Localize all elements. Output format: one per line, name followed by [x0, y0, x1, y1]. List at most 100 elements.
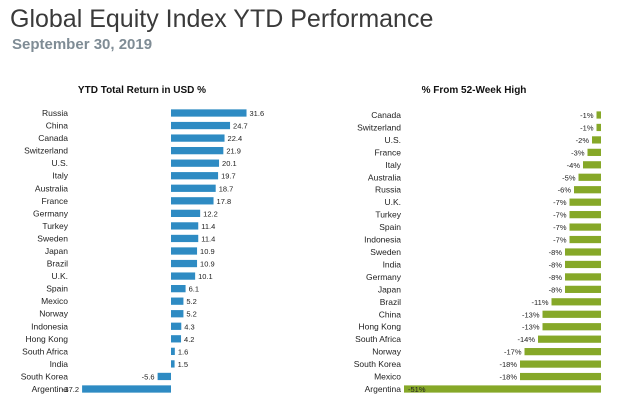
high-category-label: South Africa — [355, 334, 401, 344]
high-category-label: Canada — [371, 110, 401, 120]
ytd-bar — [171, 259, 198, 268]
high-bar — [538, 335, 601, 343]
ytd-category-label: Germany — [33, 208, 69, 218]
high-category-label: Sweden — [370, 247, 401, 257]
ytd-bar — [171, 272, 196, 280]
high-bar — [542, 323, 601, 331]
high-category-label: Switzerland — [357, 122, 401, 132]
high-bar — [578, 173, 601, 181]
page-subtitle: September 30, 2019 — [12, 36, 153, 53]
ytd-category-label: Italy — [52, 171, 68, 181]
high-value-label: -7% — [553, 236, 567, 245]
ytd-value-label: 21.9 — [226, 147, 241, 156]
ytd-category-label: Japan — [45, 246, 68, 256]
high-value-label: -13% — [522, 323, 540, 332]
high-chart-title: % From 52-Week High — [422, 85, 527, 96]
high-category-label: Hong Kong — [358, 322, 401, 332]
high-value-label: -1% — [580, 111, 594, 120]
ytd-value-label: 4.2 — [184, 335, 194, 344]
ytd-category-label: Australia — [35, 183, 68, 193]
high-category-label: France — [375, 147, 402, 157]
high-value-label: -8% — [549, 285, 563, 294]
high-value-label: -7% — [553, 198, 567, 207]
ytd-category-label: Argentina — [32, 384, 69, 394]
high-value-label: -4% — [567, 161, 581, 170]
high-value-label: -8% — [549, 273, 563, 282]
ytd-bar — [171, 222, 199, 230]
ytd-value-label: -5.6 — [142, 372, 155, 381]
ytd-bar — [171, 197, 214, 205]
ytd-bar — [171, 146, 224, 155]
high-bar — [565, 248, 601, 256]
high-category-label: Japan — [378, 284, 401, 294]
high-value-label: -51% — [408, 385, 426, 394]
high-bar — [569, 198, 601, 206]
ytd-category-label: Hong Kong — [25, 334, 68, 344]
ytd-bar — [171, 121, 231, 130]
ytd-bar — [171, 234, 199, 243]
high-bar — [565, 285, 601, 293]
ytd-bar — [171, 335, 182, 343]
high-category-label: Indonesia — [364, 235, 401, 245]
high-bar — [596, 123, 601, 132]
ytd-value-label: 31.6 — [250, 109, 265, 118]
ytd-bar — [157, 372, 171, 381]
ytd-value-label: 4.3 — [184, 322, 194, 331]
ytd-value-label: 10.9 — [200, 260, 215, 269]
ytd-category-label: Mexico — [41, 296, 68, 306]
ytd-bar — [82, 385, 171, 393]
ytd-bar — [171, 360, 175, 368]
high-bar — [569, 235, 601, 244]
ytd-category-label: South Korea — [21, 371, 69, 381]
ytd-bar — [171, 159, 220, 167]
high-value-label: -14% — [517, 335, 535, 344]
ytd-bar — [171, 247, 198, 255]
high-category-label: Brazil — [380, 297, 401, 307]
ytd-category-label: Brazil — [47, 259, 68, 269]
page-title: Global Equity Index YTD Performance — [10, 5, 434, 33]
ytd-value-label: -37.2 — [62, 385, 79, 394]
ytd-value-label: 10.1 — [198, 272, 213, 281]
high-category-label: U.S. — [384, 135, 401, 145]
ytd-category-label: Norway — [39, 309, 69, 319]
high-category-label: China — [379, 309, 401, 319]
high-bar — [520, 360, 601, 368]
ytd-bar — [171, 184, 216, 192]
high-bar — [569, 223, 601, 231]
high-value-label: -13% — [522, 310, 540, 319]
ytd-value-label: 5.2 — [186, 297, 196, 306]
ytd-value-label: 22.4 — [228, 134, 243, 143]
high-bar — [542, 310, 601, 318]
high-bar — [592, 136, 601, 144]
high-category-label: Turkey — [375, 210, 401, 220]
high-bar — [596, 111, 601, 119]
ytd-value-label: 24.7 — [233, 122, 248, 131]
ytd-bar — [171, 347, 175, 356]
ytd-category-label: France — [42, 196, 69, 206]
ytd-category-label: U.K. — [51, 271, 68, 281]
ytd-value-label: 20.1 — [222, 159, 237, 168]
high-category-label: Norway — [372, 347, 402, 357]
high-category-label: U.K. — [384, 197, 401, 207]
ytd-chart-title: YTD Total Return in USD % — [78, 85, 206, 96]
ytd-value-label: 1.5 — [178, 360, 188, 369]
ytd-category-label: Indonesia — [31, 321, 68, 331]
high-value-label: -7% — [553, 211, 567, 220]
high-bar — [587, 148, 601, 156]
high-bar — [574, 186, 601, 194]
high-value-label: -17% — [504, 348, 522, 357]
high-value-label: -6% — [558, 186, 572, 195]
high-bar — [524, 348, 601, 356]
high-category-label: Australia — [368, 172, 401, 182]
high-value-label: -8% — [549, 248, 563, 257]
high-value-label: -7% — [553, 223, 567, 232]
high-value-label: -11% — [532, 298, 549, 307]
high-category-label: India — [383, 259, 402, 269]
high-bar — [551, 298, 601, 306]
ytd-category-label: Turkey — [42, 221, 68, 231]
ytd-category-label: U.S. — [51, 158, 68, 168]
ytd-value-label: 19.7 — [221, 172, 236, 181]
high-bar — [565, 273, 601, 281]
ytd-value-label: 11.4 — [201, 222, 215, 231]
